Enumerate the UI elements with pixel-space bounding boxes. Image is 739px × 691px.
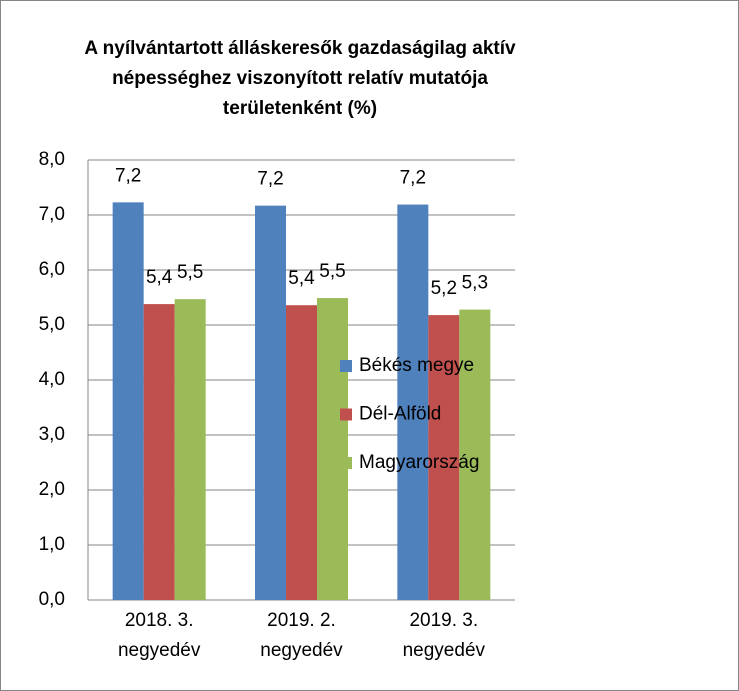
y-tick-label: 6,0 xyxy=(39,259,65,280)
bar xyxy=(428,315,460,600)
data-label: 7,2 xyxy=(400,168,426,189)
y-tick-label: 4,0 xyxy=(39,369,65,390)
y-tick-label: 0,0 xyxy=(39,589,65,610)
data-label: 5,5 xyxy=(177,262,203,283)
data-label: 5,5 xyxy=(319,261,345,282)
bar xyxy=(286,305,317,600)
bar xyxy=(143,304,175,600)
legend-swatch xyxy=(340,408,352,421)
y-tick-label: 1,0 xyxy=(39,534,65,555)
legend-label: Békés megye xyxy=(359,355,474,376)
x-tick-label: 2019. 3. negyedév xyxy=(402,610,486,661)
x-tick-label: 2019. 2. negyedév xyxy=(260,610,343,661)
bar xyxy=(397,204,429,601)
bar xyxy=(112,202,144,600)
y-tick-label: 7,0 xyxy=(39,204,65,225)
data-label: 5,4 xyxy=(288,268,315,289)
y-tick-label: 5,0 xyxy=(39,314,65,335)
data-label: 5,4 xyxy=(146,267,173,288)
chart-title: A nyílvántartott álláskeresők gazdaságil… xyxy=(84,38,516,119)
bar xyxy=(174,299,206,600)
y-tick-label: 3,0 xyxy=(39,424,65,445)
y-tick-label: 8,0 xyxy=(39,149,65,170)
x-tick-label: 2018. 3. negyedév xyxy=(117,610,201,661)
bar xyxy=(459,309,491,600)
data-label: 7,2 xyxy=(115,165,141,186)
legend-swatch xyxy=(340,360,352,372)
legend-label: Dél-Alföld xyxy=(359,404,441,425)
bar xyxy=(317,298,348,600)
legend-label: Magyarország xyxy=(359,452,479,473)
data-label: 7,2 xyxy=(257,169,283,190)
data-label: 5,3 xyxy=(462,273,488,294)
legend-swatch xyxy=(340,457,352,469)
data-label: 5,2 xyxy=(431,278,457,299)
y-tick-label: 2,0 xyxy=(39,479,65,500)
bar xyxy=(255,205,286,600)
